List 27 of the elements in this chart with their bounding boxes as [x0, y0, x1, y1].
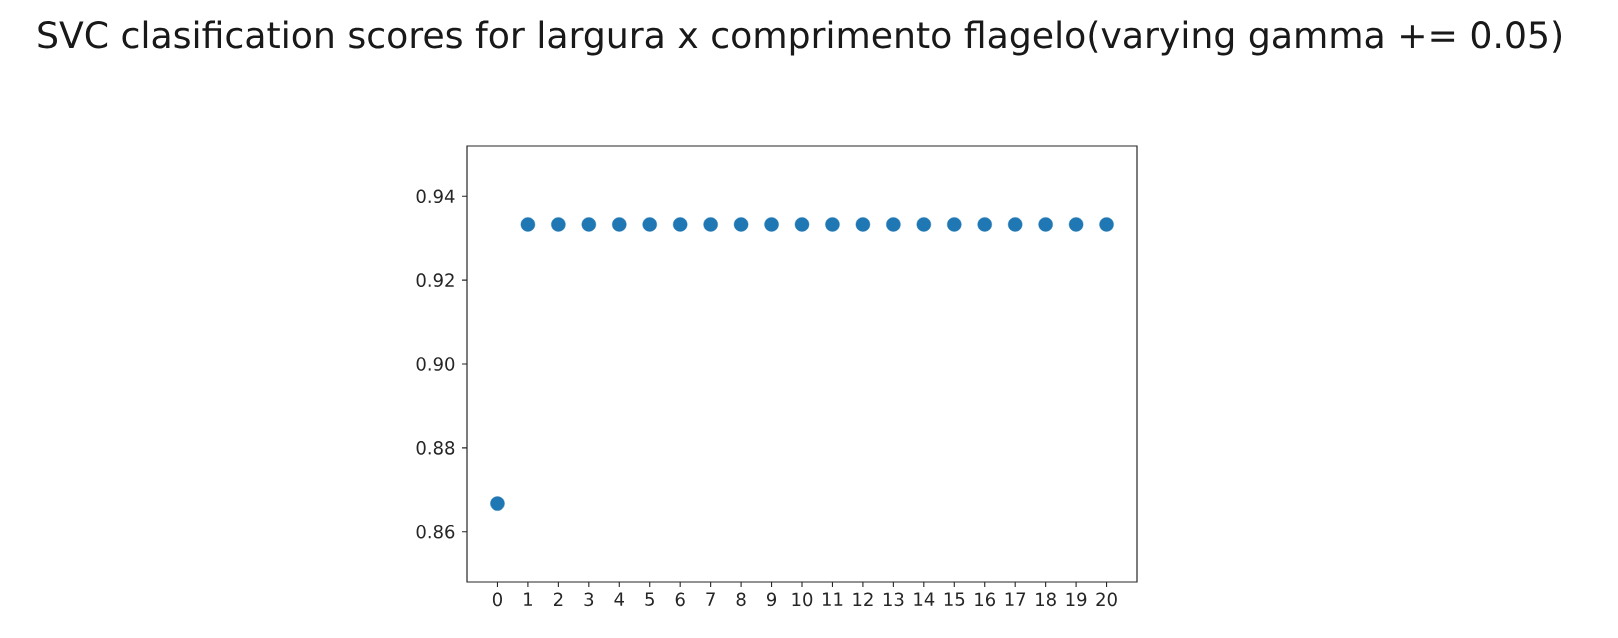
x-tick-label: 12 [853, 592, 873, 606]
x-tick-label: 11 [822, 592, 843, 606]
x-tick-label: 4 [614, 592, 624, 606]
x-tick-label: 6 [675, 592, 685, 607]
chart-title: SVC clasification scores for largura x comprimento flagelo(varying gamma += 0.05) [38, 20, 1562, 56]
x-tick-label: 1 [524, 592, 532, 606]
x-tick-label: 10 [792, 592, 813, 607]
y-tick-label: 0.88 [416, 441, 455, 455]
x-tick-label: 16 [975, 592, 996, 607]
x-tick-label: 20 [1096, 592, 1117, 607]
x-tick-label: 19 [1066, 592, 1087, 607]
x-tick-label: 5 [645, 592, 654, 606]
y-tick-label: 0.94 [416, 189, 455, 204]
y-tick-label: 0.92 [416, 273, 454, 287]
x-tick-label: 17 [1005, 592, 1026, 606]
x-tick-label: 13 [883, 592, 904, 607]
y-tick-label: 0.86 [416, 524, 455, 539]
x-tick-label: 9 [766, 592, 777, 607]
x-tick-label: 7 [706, 592, 715, 606]
x-tick-label: 3 [584, 592, 594, 607]
x-tick-label: 18 [1036, 592, 1056, 607]
x-tick-label: 8 [736, 592, 746, 607]
x-tick-label: 2 [553, 592, 563, 606]
x-tick-label: 14 [914, 592, 935, 606]
x-tick-label: 0 [492, 592, 502, 607]
x-tick-label: 15 [944, 592, 965, 606]
y-tick-label: 0.90 [416, 357, 455, 371]
